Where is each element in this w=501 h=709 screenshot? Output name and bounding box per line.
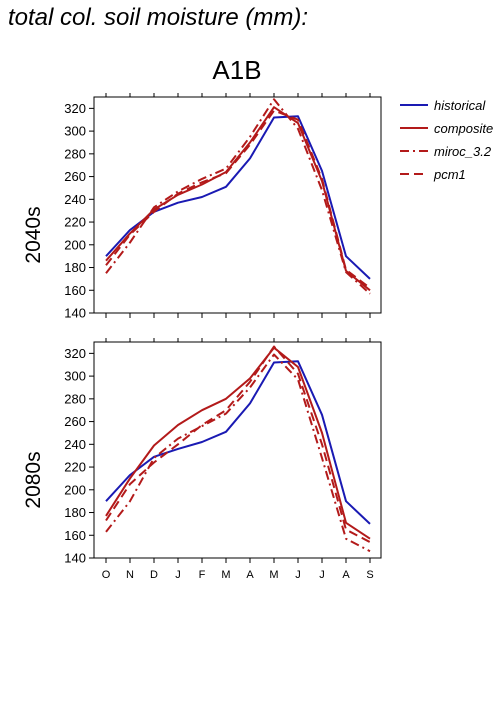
x-tick-label: D — [150, 569, 158, 581]
series-line-pcm1 — [105, 345, 371, 543]
legend-label-historical: historical — [434, 98, 486, 113]
panel-2040s-frame — [93, 96, 382, 314]
y-tick-label: 160 — [64, 528, 86, 543]
series-line-historical — [105, 115, 371, 280]
series-line-composite — [105, 346, 371, 540]
series-line-pcm1 — [105, 109, 371, 289]
y-tick-label: 180 — [64, 505, 86, 520]
y-tick-label: 200 — [64, 237, 86, 252]
y-tick-label: 260 — [64, 169, 86, 184]
panel-2080s-label: 2080s — [22, 451, 45, 508]
legend-label-pcm1: pcm1 — [433, 167, 466, 182]
series-line-historical — [105, 360, 371, 525]
x-tick-label: O — [102, 569, 111, 581]
y-tick-label: 320 — [64, 101, 86, 116]
y-tick-label: 300 — [64, 369, 86, 384]
y-tick-label: 200 — [64, 482, 86, 497]
x-tick-label: M — [221, 569, 230, 581]
y-tick-label: 280 — [64, 146, 86, 161]
x-tick-label: J — [319, 569, 325, 581]
y-tick-label: 220 — [64, 215, 86, 230]
x-tick-label: A — [342, 569, 350, 581]
y-tick-label: 140 — [64, 306, 86, 321]
y-tick-label: 300 — [64, 124, 86, 139]
chart-title: A1B — [212, 55, 261, 85]
x-tick-label: A — [246, 569, 254, 581]
y-tick-label: 240 — [64, 437, 86, 452]
y-tick-label: 160 — [64, 283, 86, 298]
y-tick-label: 220 — [64, 460, 86, 475]
y-tick-label: 260 — [64, 414, 86, 429]
y-tick-label: 320 — [64, 346, 86, 361]
x-tick-label: N — [126, 569, 134, 581]
x-tick-label: F — [199, 569, 206, 581]
y-tick-label: 240 — [64, 192, 86, 207]
x-tick-label: J — [175, 569, 181, 581]
y-tick-label: 140 — [64, 551, 86, 566]
panel-2080s-frame — [93, 341, 382, 559]
y-tick-label: 180 — [64, 260, 86, 275]
series-line-miroc_3.2 — [105, 98, 371, 295]
legend-label-composite: composite — [434, 121, 493, 136]
legend-label-miroc_3.2: miroc_3.2 — [434, 144, 492, 159]
panel-2040s-label: 2040s — [22, 206, 45, 263]
x-tick-label: S — [366, 569, 373, 581]
x-tick-label: M — [269, 569, 278, 581]
series-line-miroc_3.2 — [105, 353, 371, 553]
page-title: total col. soil moisture (mm): — [8, 4, 309, 31]
x-tick-label: J — [295, 569, 301, 581]
y-tick-label: 280 — [64, 391, 86, 406]
